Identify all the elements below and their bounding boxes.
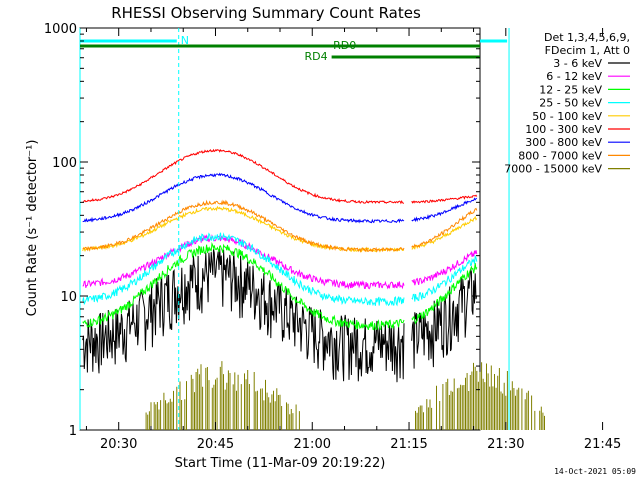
y-axis-label: Count Rate (s⁻¹ detector⁻¹) <box>25 140 40 317</box>
legend-header-line-1: Det 1,3,4,5,6,9, <box>544 31 630 44</box>
series-line-2 <box>82 241 478 331</box>
legend: Det 1,3,4,5,6,9, FDecim 1, Att 0 3 - 6 k… <box>504 31 630 176</box>
hxr-burst-0 <box>145 361 300 430</box>
x-tick-label: 21:15 <box>390 437 427 452</box>
legend-label-1: 6 - 12 keV <box>546 70 602 83</box>
series-line-7 <box>82 199 478 253</box>
series-line-0 <box>82 248 478 383</box>
legend-label-7: 800 - 7000 keV <box>518 149 602 162</box>
plot-frame <box>79 27 481 431</box>
x-axis: 20:30 20:45 21:00 21:15 21:30 21:45 <box>85 28 621 452</box>
annotation-label-1: RD0 <box>333 39 356 52</box>
x-tick-label: 21:45 <box>584 437 621 452</box>
series-line-1 <box>82 234 478 290</box>
legend-header-line-2: FDecim 1, Att 0 <box>545 44 630 57</box>
x-tick-label: 21:00 <box>294 437 331 452</box>
legend-label-5: 100 - 300 keV <box>525 123 602 136</box>
series-line-6 <box>82 172 478 224</box>
annotation-label-0: N <box>181 34 189 47</box>
series-line-5 <box>82 148 478 205</box>
y-tick-label: 10 <box>60 290 77 305</box>
y-tick-label: 100 <box>52 156 77 171</box>
legend-label-4: 50 - 100 keV <box>532 110 602 123</box>
legend-label-3: 25 - 50 keV <box>539 97 602 110</box>
legend-label-8: 7000 - 15000 keV <box>504 163 602 176</box>
x-tick-label: 20:30 <box>100 437 137 452</box>
y-tick-label: 1 <box>69 424 77 439</box>
x-tick-label: 21:30 <box>487 437 524 452</box>
legend-label-6: 300 - 800 keV <box>525 136 602 149</box>
legend-label-2: 12 - 25 keV <box>539 83 602 96</box>
series-line-3 <box>82 232 478 307</box>
annotation-label-2: RD4 <box>304 50 327 63</box>
series-line-4 <box>82 205 478 253</box>
y-axis: 1 10 100 1000 <box>44 22 480 439</box>
x-axis-label: Start Time (11-Mar-09 20:19:22) <box>175 456 386 471</box>
legend-label-0: 3 - 6 keV <box>553 57 602 70</box>
y-tick-label: 1000 <box>44 22 77 37</box>
hxr-burst-1 <box>415 362 545 430</box>
chart-title: RHESSI Observing Summary Count Rates <box>111 4 421 22</box>
x-tick-label: 20:45 <box>197 437 234 452</box>
plot-area: N RD0 RD4 <box>79 28 545 430</box>
timestamp-label: 14-Oct-2021 05:09 <box>554 467 636 476</box>
